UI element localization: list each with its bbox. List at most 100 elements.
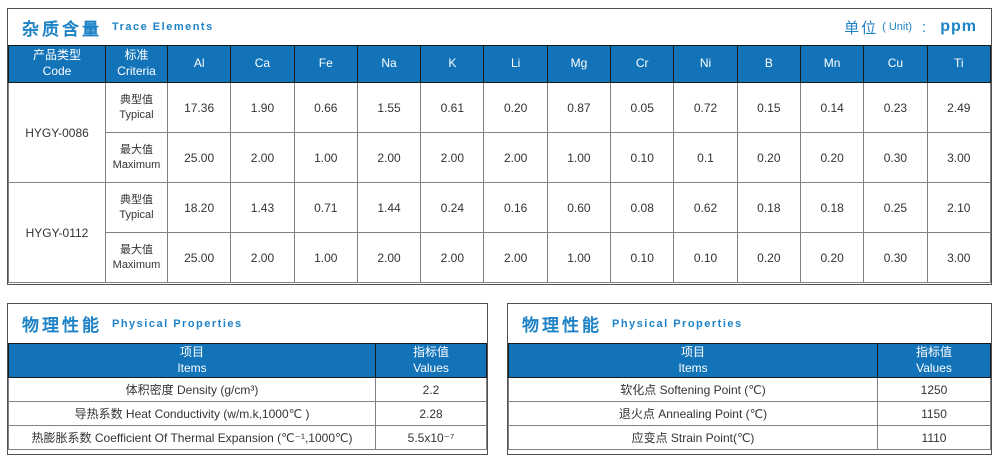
value-cell: 2.00 — [483, 132, 548, 183]
physical-left-title-bar: 物理性能 Physical Properties — [8, 304, 487, 343]
physical-right-title-bar: 物理性能 Physical Properties — [508, 304, 991, 343]
criteria-label-zh: 最大值 — [120, 144, 153, 157]
criteria-cell: 典型值 Typical — [105, 82, 168, 133]
table-row: 最大值 Maximum 25.00 2.00 1.00 2.00 2.00 2.… — [9, 132, 992, 183]
table-row: HYGY-0112 典型值 Typical 18.20 1.43 0.71 1.… — [8, 182, 992, 283]
value-cell: 0.25 — [863, 182, 928, 233]
value-cell: 0.30 — [863, 132, 928, 183]
criteria-header-en: Criteria — [117, 64, 156, 78]
value-cell: 0.20 — [736, 232, 801, 283]
property-item-cell: 应变点 Strain Point(℃) — [508, 425, 878, 450]
items-header-en: Items — [177, 360, 207, 375]
value-cell: 0.18 — [799, 182, 865, 233]
value-cell: 0.60 — [546, 182, 612, 233]
element-column-header-fe: Fe — [293, 45, 358, 83]
element-column-header-ca: Ca — [230, 45, 295, 83]
element-column-header-b: B — [736, 45, 801, 83]
table-row: 软化点 Softening Point (℃) 1250 — [508, 377, 991, 402]
code-column-header: 产品类型 Code — [8, 45, 106, 83]
value-cell: 0.20 — [799, 132, 865, 183]
table-row: HYGY-0086 典型值 Typical 17.36 1.90 0.66 1.… — [8, 82, 992, 183]
value-cell: 2.00 — [420, 232, 485, 283]
unit-indicator: 单位 ( Unit) : ppm — [844, 17, 977, 38]
value-cell: 2.00 — [230, 232, 295, 283]
value-cell: 0.08 — [610, 182, 675, 233]
value-cell: 0.05 — [610, 82, 675, 133]
value-cell: 0.10 — [610, 132, 675, 183]
product-code-cell: HYGY-0112 — [8, 182, 106, 283]
value-cell: 0.1 — [673, 132, 738, 183]
value-cell: 0.20 — [483, 82, 548, 133]
value-cell: 0.20 — [736, 132, 801, 183]
values-header-zh: 指标值 — [915, 344, 952, 359]
criteria-label-zh: 典型值 — [120, 194, 153, 207]
criteria-header-zh: 标准 — [124, 48, 149, 63]
unit-label-en: ( Unit) — [882, 21, 913, 33]
items-header-zh: 项目 — [680, 344, 705, 359]
value-cell: 1.00 — [546, 132, 612, 183]
trace-header-row: 产品类型 Code 标准 Criteria Al Ca Fe Na K Li M… — [8, 45, 992, 83]
value-cell: 18.20 — [166, 182, 232, 233]
value-cell: 0.10 — [610, 232, 675, 283]
value-cell: 1.00 — [293, 132, 358, 183]
table-row: 最大值 Maximum 25.00 2.00 1.00 2.00 2.00 2.… — [9, 232, 992, 283]
property-value-cell: 1150 — [877, 401, 991, 426]
physical-right-table: 项目 Items 指标值 Values 软化点 Softening Point … — [508, 343, 991, 450]
value-cell: 2.00 — [483, 232, 548, 283]
panel-title-en: Physical Properties — [112, 317, 243, 330]
property-item-cell: 导热系数 Heat Conductivity (w/m.k,1000℃ ) — [8, 401, 376, 426]
items-column-header: 项目 Items — [508, 343, 878, 378]
value-cell: 0.72 — [673, 82, 738, 133]
value-cell: 0.62 — [673, 182, 738, 233]
value-cell: 0.23 — [863, 82, 928, 133]
items-column-header: 项目 Items — [8, 343, 376, 378]
value-cell: 0.16 — [483, 182, 548, 233]
criteria-cell: 典型值 Typical — [105, 182, 168, 233]
value-cell: 1.00 — [293, 232, 358, 283]
element-column-header-al: Al — [166, 45, 232, 83]
element-column-header-ni: Ni — [673, 45, 738, 83]
value-cell: 0.14 — [799, 82, 865, 133]
value-cell: 25.00 — [166, 232, 232, 283]
code-header-en: Code — [42, 64, 72, 78]
value-cell: 1.43 — [230, 182, 295, 233]
value-cell: 0.66 — [293, 82, 358, 133]
value-cell: 0.30 — [863, 232, 928, 283]
value-cell: 0.20 — [799, 232, 865, 283]
value-cell: 2.00 — [420, 132, 485, 183]
items-header-zh: 项目 — [179, 344, 204, 359]
value-cell: 1.55 — [356, 82, 422, 133]
value-cell: 2.10 — [926, 182, 992, 233]
value-cell: 1.90 — [230, 82, 295, 133]
value-cell: 0.71 — [293, 182, 358, 233]
trace-elements-panel: 杂质含量 Trace Elements 单位 ( Unit) : ppm 产品类… — [7, 8, 992, 285]
value-cell: 2.49 — [926, 82, 992, 133]
table-row: 体积密度 Density (g/cm³) 2.2 — [8, 377, 487, 402]
value-cell: 3.00 — [926, 232, 992, 283]
element-column-header-k: K — [420, 45, 485, 83]
element-column-header-mg: Mg — [546, 45, 612, 83]
criteria-column-header: 标准 Criteria — [105, 45, 168, 83]
unit-value: ppm — [940, 18, 977, 35]
panel-title-en: Physical Properties — [612, 317, 743, 330]
physical-header-row: 项目 Items 指标值 Values — [508, 343, 991, 378]
physical-header-row: 项目 Items 指标值 Values — [8, 343, 487, 378]
trace-elements-title-bar: 杂质含量 Trace Elements 单位 ( Unit) : ppm — [8, 9, 991, 45]
property-item-cell: 体积密度 Density (g/cm³) — [8, 377, 376, 402]
values-column-header: 指标值 Values — [375, 343, 487, 378]
criteria-label-en: Typical — [119, 208, 154, 221]
panel-title-zh: 杂质含量 — [22, 19, 102, 39]
value-cell: 0.10 — [673, 232, 738, 283]
property-value-cell: 2.28 — [375, 401, 487, 426]
value-cell: 2.00 — [356, 232, 422, 283]
value-cell: 0.61 — [420, 82, 485, 133]
physical-left-table: 项目 Items 指标值 Values 体积密度 Density (g/cm³)… — [8, 343, 487, 450]
criteria-cell: 最大值 Maximum — [105, 132, 168, 183]
property-item-cell: 热膨胀系数 Coefficient Of Thermal Expansion (… — [8, 425, 376, 450]
values-column-header: 指标值 Values — [877, 343, 991, 378]
property-value-cell: 1250 — [877, 377, 991, 402]
element-column-header-li: Li — [483, 45, 548, 83]
value-cell: 2.00 — [356, 132, 422, 183]
panel-title-en: Trace Elements — [112, 21, 214, 33]
physical-properties-right-panel: 物理性能 Physical Properties 项目 Items 指标值 Va… — [507, 303, 992, 455]
